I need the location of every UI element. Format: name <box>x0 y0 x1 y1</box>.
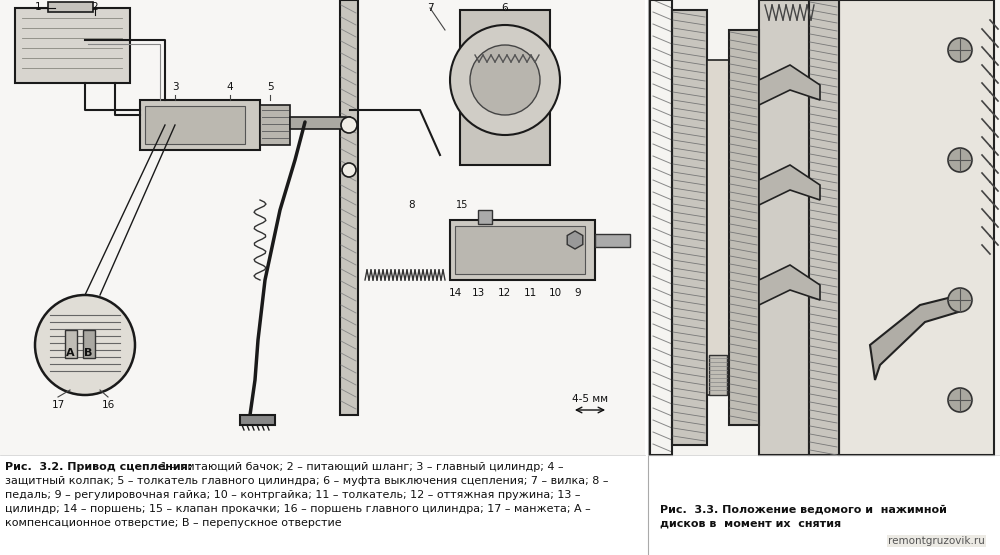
FancyBboxPatch shape <box>839 0 994 455</box>
FancyBboxPatch shape <box>729 30 759 425</box>
Text: 16: 16 <box>101 400 115 410</box>
Bar <box>648 0 1000 455</box>
Text: 4-5 мм: 4-5 мм <box>572 394 608 404</box>
Text: 2: 2 <box>92 2 98 12</box>
Text: 9: 9 <box>575 288 581 298</box>
Text: 13: 13 <box>471 288 485 298</box>
FancyBboxPatch shape <box>672 10 707 445</box>
Polygon shape <box>870 295 965 380</box>
FancyBboxPatch shape <box>707 60 729 395</box>
FancyBboxPatch shape <box>240 415 275 425</box>
Circle shape <box>948 288 972 312</box>
FancyBboxPatch shape <box>48 2 93 12</box>
FancyBboxPatch shape <box>340 0 358 415</box>
Text: 8: 8 <box>408 200 415 210</box>
Circle shape <box>341 117 357 133</box>
FancyBboxPatch shape <box>450 220 595 280</box>
Text: цилиндр; 14 – поршень; 15 – клапан прокачки; 16 – поршень главного цилиндра; 17 : цилиндр; 14 – поршень; 15 – клапан прока… <box>5 504 591 514</box>
Text: 7: 7 <box>427 3 433 13</box>
Text: 1: 1 <box>35 2 41 12</box>
Text: A: A <box>66 348 74 358</box>
Text: B: B <box>84 348 92 358</box>
Text: 3: 3 <box>172 82 178 92</box>
Circle shape <box>35 295 135 395</box>
FancyBboxPatch shape <box>709 355 727 395</box>
Text: 14: 14 <box>448 288 462 298</box>
FancyBboxPatch shape <box>759 0 809 455</box>
Text: 10: 10 <box>548 288 562 298</box>
Text: Рис.  3.2. Привод сцепления:: Рис. 3.2. Привод сцепления: <box>5 462 192 472</box>
Text: 4: 4 <box>227 82 233 92</box>
Circle shape <box>948 388 972 412</box>
Text: 12: 12 <box>497 288 511 298</box>
Circle shape <box>342 163 356 177</box>
Text: 15: 15 <box>456 200 468 210</box>
FancyBboxPatch shape <box>65 330 77 358</box>
Text: 11: 11 <box>523 288 537 298</box>
Polygon shape <box>759 165 820 205</box>
Text: remontgruzovik.ru: remontgruzovik.ru <box>888 536 985 546</box>
FancyBboxPatch shape <box>140 100 260 150</box>
Text: компенсационное отверстие; В – перепускное отверстие: компенсационное отверстие; В – перепускн… <box>5 518 342 528</box>
Circle shape <box>450 25 560 135</box>
FancyBboxPatch shape <box>290 117 350 129</box>
Circle shape <box>470 45 540 115</box>
Polygon shape <box>759 265 820 305</box>
Circle shape <box>948 38 972 62</box>
Text: Рис.  3.3. Положение ведомого и  нажимной: Рис. 3.3. Положение ведомого и нажимной <box>660 504 947 514</box>
FancyBboxPatch shape <box>809 0 839 455</box>
Polygon shape <box>759 65 820 105</box>
FancyBboxPatch shape <box>478 210 492 224</box>
FancyBboxPatch shape <box>83 330 95 358</box>
Text: 6: 6 <box>502 3 508 13</box>
FancyBboxPatch shape <box>460 10 550 165</box>
Text: 1 – питающий бачок; 2 – питающий шланг; 3 – главный цилиндр; 4 –: 1 – питающий бачок; 2 – питающий шланг; … <box>157 462 564 472</box>
Text: 5: 5 <box>267 82 273 92</box>
Text: дисков в  момент их  снятия: дисков в момент их снятия <box>660 518 841 528</box>
Text: педаль; 9 – регулировочная гайка; 10 – контргайка; 11 – толкатель; 12 – оттяжная: педаль; 9 – регулировочная гайка; 10 – к… <box>5 490 580 500</box>
Text: 17: 17 <box>51 400 65 410</box>
FancyBboxPatch shape <box>595 234 630 247</box>
FancyBboxPatch shape <box>455 226 585 274</box>
FancyBboxPatch shape <box>145 106 245 144</box>
Circle shape <box>948 148 972 172</box>
Bar <box>0 0 645 455</box>
Text: защитный колпак; 5 – толкатель главного цилиндра; 6 – муфта выключения сцепления: защитный колпак; 5 – толкатель главного … <box>5 476 608 486</box>
FancyBboxPatch shape <box>260 105 290 145</box>
FancyBboxPatch shape <box>15 8 130 83</box>
